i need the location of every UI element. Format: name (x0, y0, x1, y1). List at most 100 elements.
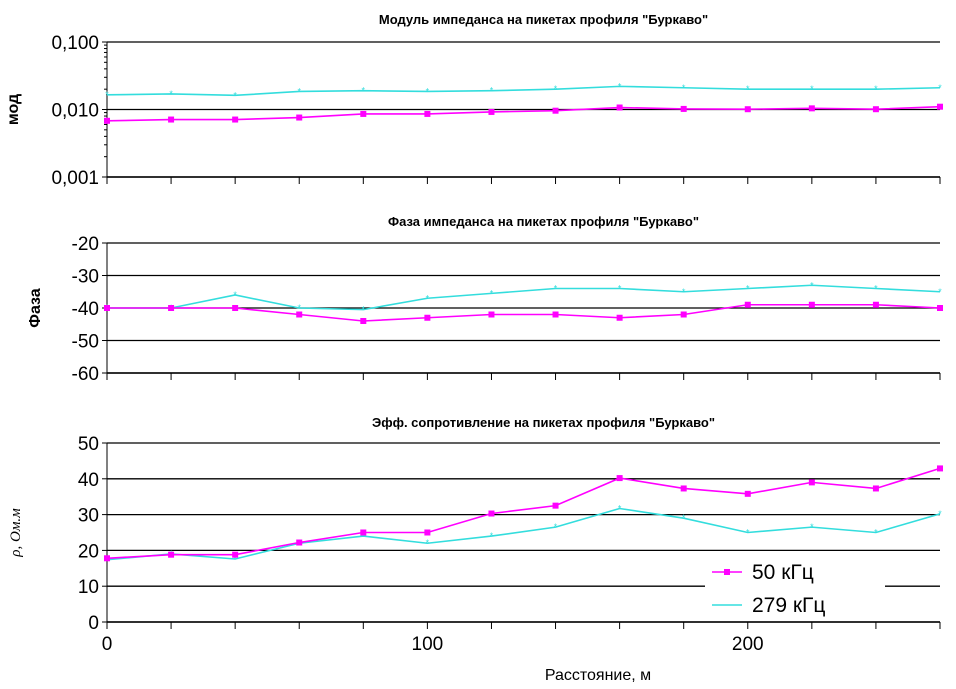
y-tick-label: 0,010 (51, 101, 99, 122)
data-point (488, 108, 495, 115)
series-line-0 (106, 105, 941, 122)
chart-title: Эфф. сопротивление на пикетах профиля "Б… (372, 415, 715, 430)
data-point (616, 475, 623, 482)
legend-box (705, 552, 885, 618)
data-point: * (682, 287, 686, 297)
data-point (168, 116, 175, 123)
data-point (744, 301, 751, 308)
y-tick-label: 0,001 (51, 168, 99, 189)
chart-title: Модуль импеданса на пикетах профиля "Бур… (379, 12, 708, 27)
data-point: * (554, 284, 558, 294)
data-point: * (233, 90, 237, 100)
y-tick-label: 30 (78, 506, 99, 527)
data-point: * (746, 284, 750, 294)
data-point (744, 490, 751, 497)
data-point (937, 103, 943, 110)
data-point (872, 485, 879, 492)
data-point (616, 314, 623, 321)
data-point (616, 104, 623, 111)
data-point: * (682, 513, 686, 523)
data-point: * (490, 288, 494, 298)
data-point: * (938, 287, 942, 297)
data-point (808, 105, 815, 112)
data-point (424, 110, 431, 117)
data-point (360, 110, 367, 117)
data-point: * (618, 284, 622, 294)
data-point: * (810, 280, 814, 290)
data-point (552, 107, 559, 114)
data-point: * (426, 538, 430, 548)
data-point (872, 301, 879, 308)
y-axis-label: ρ, Ом.м (8, 508, 24, 558)
data-point: * (105, 90, 109, 100)
chart-title: Фаза импеданса на пикетах профиля "Бурка… (388, 214, 699, 229)
data-point (104, 305, 110, 311)
data-point (937, 305, 943, 311)
data-point: * (746, 528, 750, 538)
data-point (168, 551, 175, 558)
data-point (488, 311, 495, 318)
data-point (296, 311, 303, 318)
y-tick-label: -40 (72, 299, 99, 320)
data-point: * (490, 531, 494, 541)
data-point (744, 106, 751, 113)
panel-2: Фаза импеданса на пикетах профиля "Бурка… (27, 214, 943, 385)
data-point (424, 529, 431, 536)
y-tick-label: -50 (72, 332, 99, 353)
data-point: * (490, 86, 494, 96)
y-tick-label: -30 (72, 267, 99, 288)
series-line-0 (107, 303, 941, 322)
data-point (360, 318, 367, 324)
data-point (232, 305, 239, 311)
data-point (296, 114, 303, 121)
legend-label: 279 кГц (752, 594, 825, 617)
y-tick-label: 0 (88, 613, 99, 634)
data-point (680, 485, 687, 492)
data-point (232, 551, 239, 558)
data-point (872, 106, 879, 113)
data-point: * (938, 83, 942, 93)
data-point: * (682, 83, 686, 93)
data-point (808, 301, 815, 308)
data-point: * (618, 504, 622, 514)
data-point (808, 479, 815, 486)
legend: 50 кГц 279 кГц (705, 552, 885, 618)
y-tick-label: 20 (78, 541, 99, 562)
legend-label: 50 кГц (752, 561, 814, 584)
data-point: * (362, 86, 366, 96)
data-point (937, 465, 943, 472)
data-point: * (874, 284, 878, 294)
panel-3: Эфф. сопротивление на пикетах профиля "Б… (8, 415, 943, 684)
y-axis-label: мод (5, 94, 22, 125)
data-point (424, 314, 431, 321)
series-line-0 (106, 467, 941, 560)
data-point: * (938, 509, 942, 519)
data-point: * (426, 86, 430, 96)
data-point (232, 116, 239, 123)
data-point (168, 305, 175, 311)
x-axis-label: Расстояние, м (545, 667, 651, 684)
data-point (552, 502, 559, 509)
x-tick-label: 100 (412, 634, 444, 655)
data-point: * (426, 293, 430, 303)
data-point: * (810, 84, 814, 94)
panel-1: Модуль импеданса на пикетах профиля "Бур… (5, 12, 943, 189)
y-axis-label: Фаза (27, 288, 44, 327)
data-point: * (874, 528, 878, 538)
data-point: * (297, 303, 301, 313)
y-tick-label: -20 (72, 234, 99, 255)
data-point: * (233, 290, 237, 300)
series-line-1 (107, 284, 941, 311)
series-line-1 (106, 507, 941, 561)
data-point: * (362, 305, 366, 315)
legend-marker (724, 569, 730, 575)
data-point: * (362, 531, 366, 541)
data-point (680, 311, 687, 318)
y-tick-label: -60 (72, 364, 99, 385)
data-point: * (554, 84, 558, 94)
data-point: * (554, 522, 558, 532)
y-tick-label: 10 (78, 577, 99, 598)
data-point: * (618, 81, 622, 91)
data-point (552, 311, 559, 318)
